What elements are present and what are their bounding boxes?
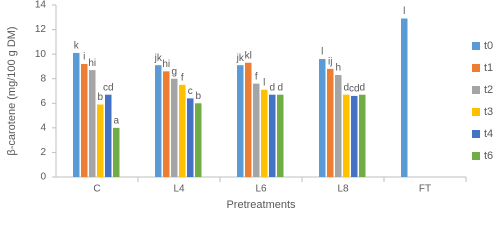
x-tick-label: L4 — [173, 184, 185, 195]
significance-letter: k — [74, 41, 80, 52]
x-axis-title: Pretreatments — [226, 199, 296, 211]
bar — [245, 62, 252, 177]
legend-label: t0 — [484, 40, 493, 52]
bar — [81, 63, 88, 177]
y-tick-label: 12 — [35, 24, 47, 35]
bar — [187, 98, 194, 177]
bar — [261, 89, 268, 177]
bar — [163, 71, 170, 177]
bar — [105, 94, 112, 177]
bar — [269, 94, 276, 177]
legend-label: t4 — [484, 128, 493, 140]
bar — [97, 104, 104, 177]
legend-swatch — [472, 86, 480, 94]
significance-letter: d — [277, 82, 283, 93]
significance-letter: ij — [328, 57, 332, 68]
y-tick-label: 14 — [35, 0, 47, 11]
y-tick-label: 10 — [35, 49, 47, 60]
legend-swatch — [472, 64, 480, 72]
significance-letter: jk — [236, 53, 245, 64]
significance-letter: b — [195, 91, 201, 102]
x-tick-label: FT — [419, 184, 431, 195]
x-tick-label: L6 — [255, 184, 267, 195]
legend-swatch — [472, 42, 480, 50]
legend-swatch — [472, 108, 480, 116]
legend-label: t1 — [484, 62, 493, 74]
x-tick-label: C — [93, 184, 100, 195]
significance-letter: jk — [154, 53, 163, 64]
y-tick-label: 2 — [40, 147, 46, 158]
significance-letter: d — [343, 82, 349, 93]
bar — [335, 75, 342, 177]
bar — [155, 65, 162, 177]
significance-letter: d — [269, 82, 275, 93]
legend-label: t3 — [484, 106, 493, 118]
significance-letter: a — [113, 115, 119, 126]
significance-letter: hi — [162, 59, 170, 70]
legend-swatch — [472, 130, 480, 138]
bar — [277, 94, 284, 177]
bar — [113, 127, 120, 177]
legend-swatch — [472, 152, 480, 160]
significance-letter: l — [321, 47, 323, 58]
bar — [89, 70, 96, 177]
significance-letter: f — [181, 72, 184, 83]
legend-label: t6 — [484, 150, 493, 162]
significance-letter: l — [403, 6, 405, 17]
significance-letter: l — [263, 77, 265, 88]
bar — [237, 65, 244, 177]
bar — [171, 78, 178, 177]
significance-letter: c — [188, 86, 193, 97]
significance-letter: i — [83, 52, 85, 63]
significance-letter: cd — [349, 84, 360, 95]
x-tick-label: L8 — [337, 184, 349, 195]
chart: β-carotene (mg/100 g DM) Pretreatments 0… — [6, 0, 493, 211]
bar — [343, 94, 350, 177]
significance-letter: cd — [103, 82, 114, 93]
y-axis-title: β-carotene (mg/100 g DM) — [6, 26, 18, 155]
significance-letter: kl — [245, 50, 252, 61]
y-tick-label: 8 — [40, 73, 46, 84]
significance-letter: hi — [88, 58, 96, 69]
significance-letter: g — [171, 66, 177, 77]
y-tick-label: 0 — [40, 172, 46, 183]
bar — [351, 95, 358, 177]
bar — [253, 83, 260, 177]
bar — [319, 59, 326, 177]
significance-letter: b — [97, 92, 103, 103]
legend-label: t2 — [484, 84, 493, 96]
bar — [401, 18, 408, 178]
bar — [73, 52, 80, 177]
bar — [195, 103, 202, 177]
significance-letter: h — [335, 63, 341, 74]
significance-letter: d — [359, 82, 365, 93]
y-tick-label: 4 — [40, 122, 46, 133]
bar — [327, 68, 334, 177]
bar — [179, 84, 186, 177]
bar — [359, 94, 366, 177]
significance-letter: f — [255, 71, 258, 82]
y-tick-label: 6 — [40, 98, 46, 109]
